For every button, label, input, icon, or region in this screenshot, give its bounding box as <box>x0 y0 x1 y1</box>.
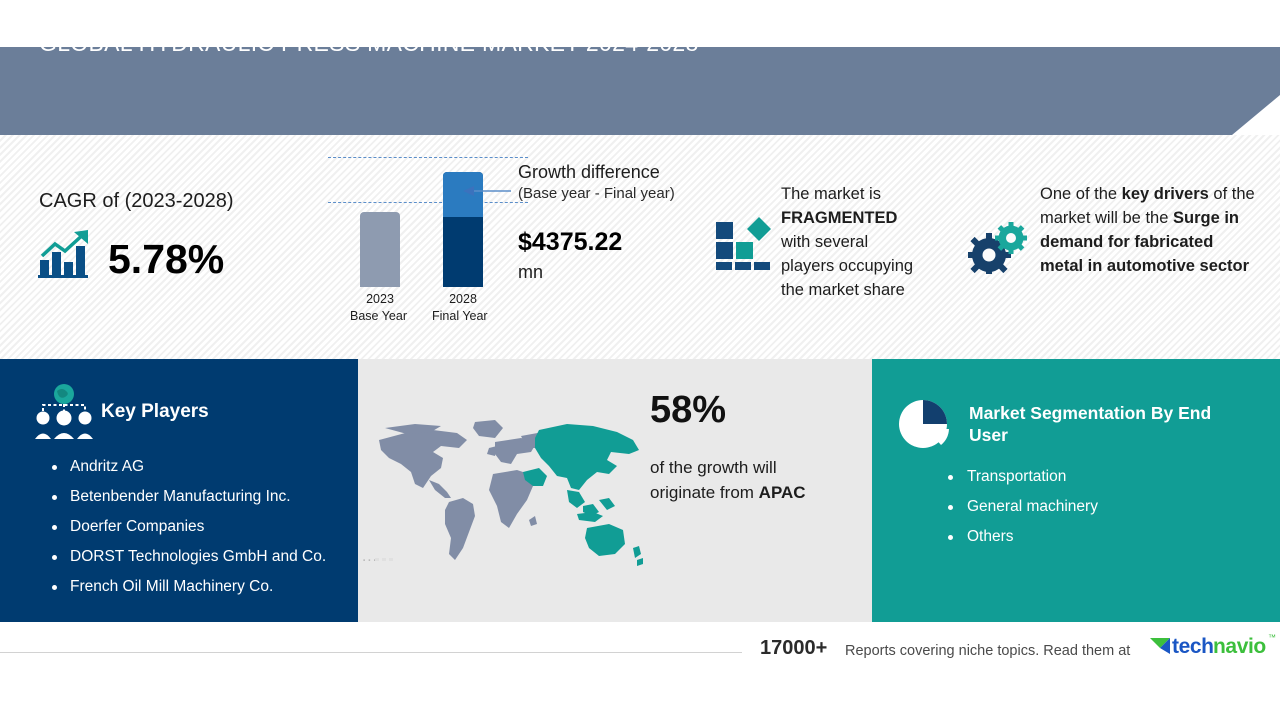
list-item: General machinery <box>945 492 1245 522</box>
reports-count: 17000+ <box>760 637 828 659</box>
list-item: Doerfer Companies <box>50 512 390 542</box>
fragmented-line4: the market share <box>781 281 905 299</box>
bar-chart-growth-icon <box>38 228 94 278</box>
key-drivers-prefix: One of the <box>1040 185 1122 203</box>
apac-growth-text: of the growth will originate from APAC <box>650 455 840 505</box>
globe-network-people-icon <box>33 383 95 441</box>
fragmented-line1: The market is <box>781 185 881 203</box>
pie-chart-icon <box>897 397 952 452</box>
list-item: Andritz AG <box>50 452 390 482</box>
key-drivers-highlight: Surge in demand for fabricated metal in … <box>1040 209 1250 275</box>
growth-difference-subtitle: (Base year - Final year) <box>518 185 675 202</box>
header-banner <box>0 47 1280 135</box>
gears-icon <box>967 222 1030 277</box>
bar-2028-label: Final Year <box>432 309 488 323</box>
bar-2023-label: Base Year <box>350 309 407 323</box>
bar-2023 <box>360 212 400 287</box>
bar-2023-caption: 2023 Base Year <box>350 291 407 325</box>
chart-gridline-top <box>328 157 528 158</box>
key-players-truncation-ellipsis: ... <box>362 548 378 565</box>
fragmented-line2: with several <box>781 233 869 251</box>
page-title: GLOBAL HYDRAULIC PRESS MACHINE MARKET 20… <box>39 30 699 56</box>
fragmented-squares-icon <box>716 216 772 278</box>
technavio-logo-navio: navio <box>1213 635 1266 658</box>
stats-band-background <box>0 135 1280 359</box>
footer-tagline: Reports covering niche topics. Read them… <box>845 643 1131 659</box>
growth-pointer-arrow-icon <box>463 184 511 196</box>
apac-region-name: APAC <box>758 483 806 502</box>
key-players-list: Andritz AG Betenbender Manufacturing Inc… <box>50 452 390 602</box>
cagr-label: CAGR of (2023-2028) <box>39 190 234 212</box>
key-players-title: Key Players <box>101 401 209 422</box>
bar-growth-segment <box>443 172 483 217</box>
growth-difference-unit: mn <box>518 262 544 282</box>
segmentation-title: Market Segmentation By End User <box>969 403 1212 445</box>
segmentation-panel <box>872 359 1280 622</box>
apac-text-line2: originate from <box>650 483 754 502</box>
list-item: DORST Technologies GmbH and Co. <box>50 542 390 572</box>
growth-difference-amount: $4375.22 <box>518 228 623 256</box>
technavio-logo-trademark: ™ <box>1268 633 1276 642</box>
fragmented-line3: players occupying <box>781 257 914 275</box>
world-map <box>371 418 651 570</box>
fragmented-market-text: The market is FRAGMENTED with several pl… <box>781 182 956 302</box>
technavio-logo-mark-icon <box>1150 634 1272 660</box>
chart-gridline-mid <box>328 202 528 203</box>
apac-growth-percent: 58% <box>650 389 727 431</box>
segmentation-list: Transportation General machinery Others <box>945 462 1245 552</box>
key-drivers-text: One of the key drivers of the market wil… <box>1040 182 1256 278</box>
technavio-logo-tech: tech <box>1172 635 1214 658</box>
footer-divider <box>0 652 742 653</box>
key-drivers-middle: of the market will be the <box>1040 185 1255 227</box>
fragmented-keyword: FRAGMENTED <box>781 209 898 227</box>
list-item: French Oil Mill Machinery Co. <box>50 572 390 602</box>
cagr-value: 5.78% <box>108 236 225 282</box>
growth-difference-chart: 2023 Base Year 2028 Final Year <box>328 155 528 325</box>
key-drivers-keyword: key drivers <box>1121 185 1209 203</box>
list-item: Transportation <box>945 462 1245 492</box>
apac-text-line1: of the growth will <box>650 458 777 477</box>
list-item: Others <box>945 522 1245 552</box>
bar-2028 <box>443 172 483 287</box>
bar-2028-caption: 2028 Final Year <box>432 291 488 325</box>
growth-difference-title: Growth difference <box>518 162 660 182</box>
bar-2028-year: 2028 <box>449 292 477 306</box>
bar-2023-year: 2023 <box>366 292 394 306</box>
list-item: Betenbender Manufacturing Inc. <box>50 482 390 512</box>
